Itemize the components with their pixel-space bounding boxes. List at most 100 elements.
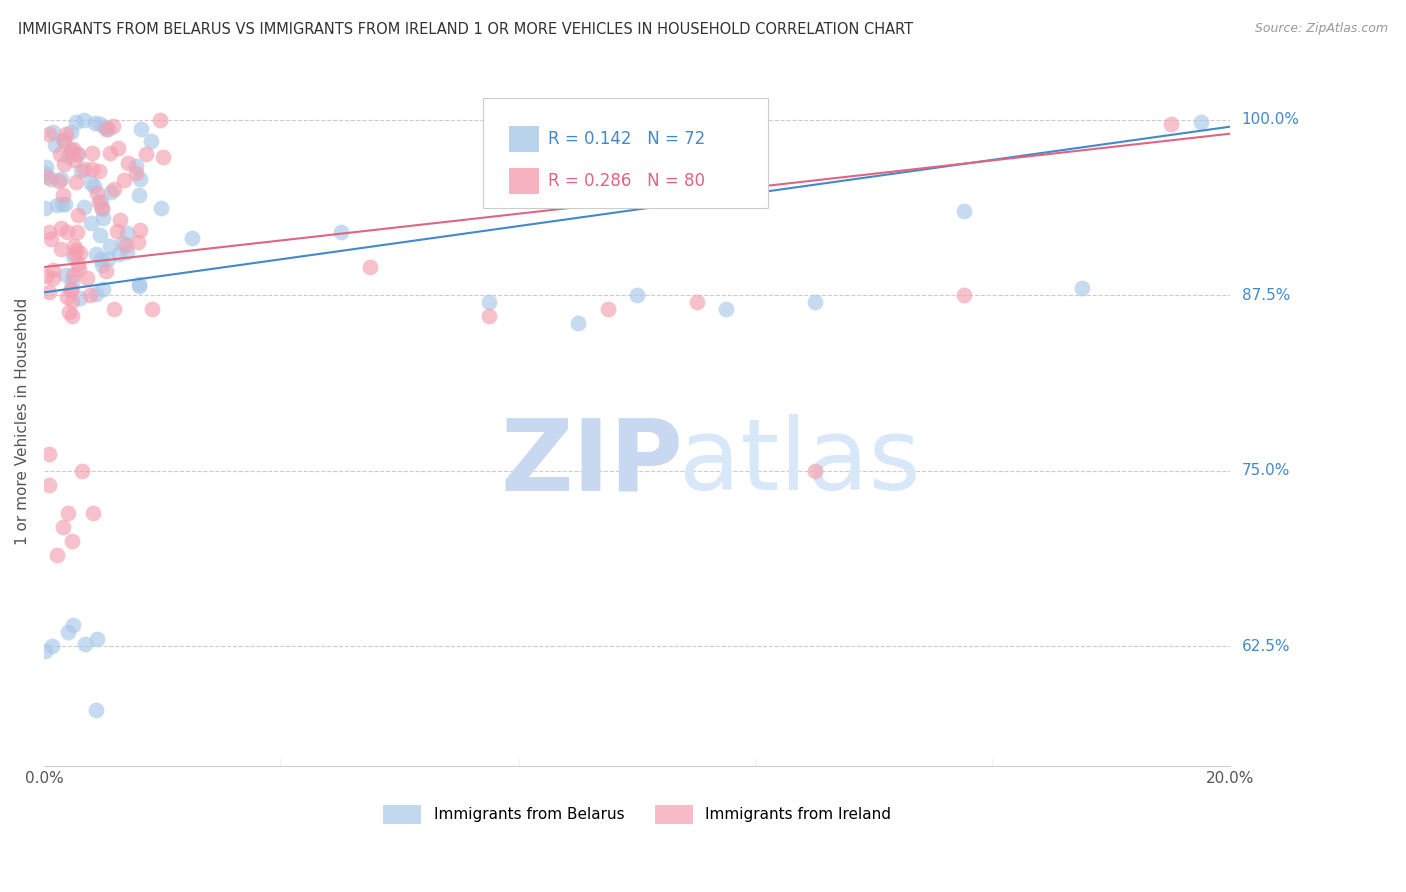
Point (141, 301, 163, 316)
Point (49, 172, 72, 186)
Point (105, 224, 128, 238)
Point (72, 464, 94, 478)
Point (128, 187, 150, 202)
Text: 75.0%: 75.0% (1241, 463, 1289, 478)
Point (952, 288, 974, 302)
Point (125, 166, 148, 180)
Point (73, 113, 96, 128)
Point (49, 242, 72, 256)
Point (128, 277, 150, 291)
Point (112, 173, 135, 187)
Point (56, 149, 79, 163)
Point (66, 257, 89, 271)
Point (73, 637, 96, 651)
Point (49, 146, 72, 161)
Point (89, 117, 111, 131)
Point (107, 247, 129, 261)
Point (329, 225, 352, 239)
Point (84, 247, 107, 261)
FancyBboxPatch shape (482, 98, 768, 208)
Point (34, 166, 56, 180)
Point (63, 247, 86, 261)
Point (1071, 281, 1094, 295)
Text: ZIP: ZIP (501, 415, 683, 511)
Text: 87.5%: 87.5% (1241, 288, 1289, 302)
Point (359, 260, 381, 274)
Point (128, 171, 150, 186)
Point (67, 147, 90, 161)
Point (128, 278, 150, 293)
Point (65, 115, 87, 129)
Point (62, 142, 84, 156)
Point (38, 285, 60, 299)
Point (38, 128, 60, 142)
Point (1160, 117, 1182, 131)
Point (42, 124, 65, 138)
Point (596, 302, 619, 317)
Point (58, 305, 80, 319)
Point (38, 225, 60, 239)
Point (89, 228, 111, 243)
Point (46, 548, 69, 562)
Point (49, 220, 72, 235)
Point (100, 185, 122, 199)
Point (69, 246, 91, 260)
Point (84, 287, 107, 301)
Point (34, 643, 56, 657)
Point (96, 264, 118, 278)
Point (91, 258, 114, 272)
Point (103, 182, 125, 196)
Point (90, 252, 112, 267)
Point (127, 235, 149, 250)
Point (626, 288, 648, 302)
Point (91, 202, 114, 216)
Point (84, 703, 107, 717)
Point (952, 203, 974, 218)
Point (66, 147, 89, 161)
Point (114, 238, 136, 252)
Legend: Immigrants from Belarus, Immigrants from Ireland: Immigrants from Belarus, Immigrants from… (384, 805, 891, 823)
Point (62, 268, 84, 283)
Point (52, 133, 75, 147)
Point (44, 138, 66, 153)
Text: Source: ZipAtlas.com: Source: ZipAtlas.com (1254, 22, 1388, 36)
Point (111, 235, 134, 250)
Point (69, 164, 91, 178)
Point (98, 239, 121, 253)
Point (107, 141, 129, 155)
Point (101, 119, 124, 133)
Point (63, 238, 86, 252)
Point (67, 262, 90, 277)
FancyBboxPatch shape (509, 169, 538, 194)
Point (804, 464, 827, 478)
Point (69, 291, 91, 305)
Point (94, 122, 117, 136)
FancyBboxPatch shape (509, 126, 538, 152)
Point (56, 290, 79, 304)
Point (115, 226, 138, 240)
Point (48, 174, 70, 188)
Point (117, 156, 139, 170)
Point (65, 243, 87, 257)
Point (139, 134, 162, 148)
Point (60, 534, 83, 549)
Point (149, 113, 172, 128)
Point (98, 145, 121, 160)
Point (62, 618, 84, 632)
Point (41, 640, 63, 654)
Point (51, 197, 73, 211)
Text: 62.5%: 62.5% (1241, 639, 1291, 654)
Point (152, 150, 174, 164)
Point (39, 171, 62, 186)
Text: atlas: atlas (679, 415, 921, 511)
Point (60, 275, 83, 289)
Point (73, 162, 96, 177)
Point (56, 625, 79, 640)
Point (80, 217, 103, 231)
Point (52, 520, 75, 534)
Point (38, 447, 60, 461)
Point (66, 209, 89, 223)
Point (62, 249, 84, 263)
Point (86, 632, 108, 647)
Point (42, 262, 65, 277)
